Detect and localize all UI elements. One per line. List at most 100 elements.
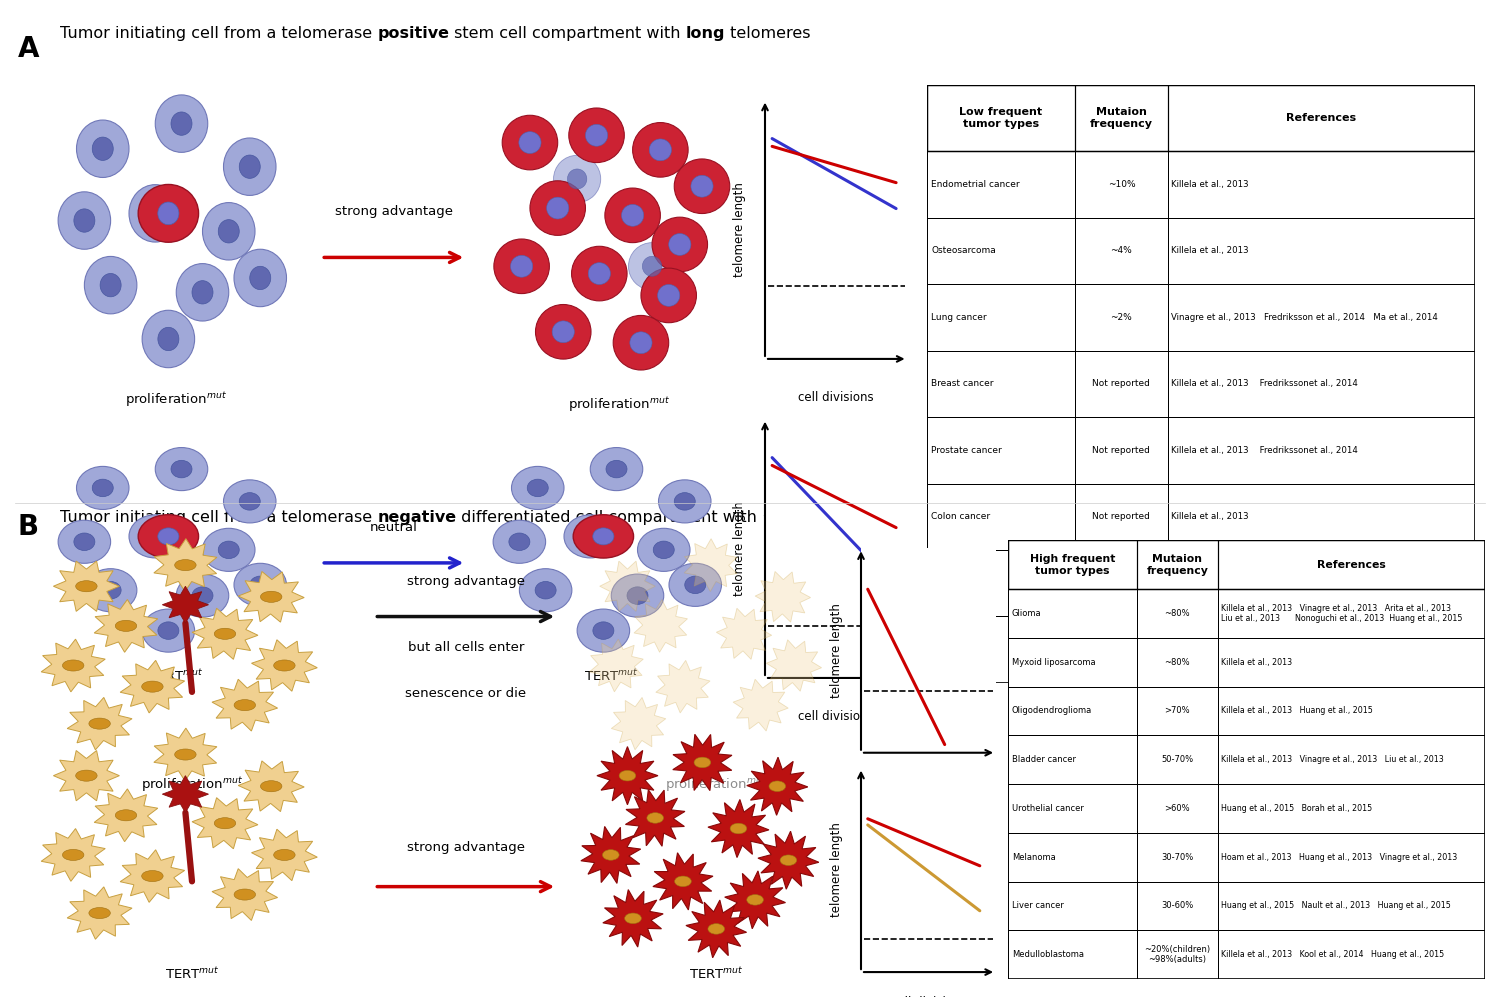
Text: ~80%: ~80%	[1164, 658, 1190, 667]
Ellipse shape	[642, 256, 662, 276]
Ellipse shape	[202, 528, 255, 571]
Bar	[1008, 736, 1137, 784]
Ellipse shape	[158, 527, 178, 545]
Text: Endometrial cancer: Endometrial cancer	[932, 179, 1020, 189]
Text: Killela et al., 2013: Killela et al., 2013	[1221, 658, 1292, 667]
Polygon shape	[40, 639, 105, 692]
Text: telomere length: telomere length	[734, 181, 746, 277]
Text: telomeres: telomeres	[810, 509, 895, 525]
Text: AML: AML	[932, 578, 951, 588]
Text: Mutaion
frequency: Mutaion frequency	[1146, 554, 1209, 575]
Bar	[1218, 687, 1485, 736]
Text: proliferation$^{mut}$: proliferation$^{mut}$	[567, 395, 670, 414]
Ellipse shape	[273, 849, 296, 860]
Ellipse shape	[585, 125, 608, 147]
Text: ~20%(children)
~98%(adults): ~20%(children) ~98%(adults)	[1144, 945, 1210, 964]
Bar	[1218, 881, 1485, 930]
Text: CLL: CLL	[932, 645, 948, 654]
Ellipse shape	[219, 541, 240, 558]
Ellipse shape	[579, 527, 600, 545]
Text: TERT$^{mut}$: TERT$^{mut}$	[688, 966, 744, 982]
Ellipse shape	[657, 284, 680, 306]
Bar	[1168, 417, 1474, 484]
Ellipse shape	[240, 493, 261, 510]
Polygon shape	[708, 800, 770, 857]
Text: Killela et al., 2013   Vinagre et al., 2013   Arita et al., 2013
Liu et al., 201: Killela et al., 2013 Vinagre et al., 201…	[1221, 604, 1462, 623]
Ellipse shape	[158, 202, 178, 224]
Bar	[1218, 832, 1485, 881]
Bar	[1008, 687, 1137, 736]
Polygon shape	[94, 599, 158, 652]
Ellipse shape	[606, 461, 627, 478]
Bar	[1218, 784, 1485, 832]
Ellipse shape	[177, 574, 228, 617]
Ellipse shape	[638, 528, 690, 571]
Polygon shape	[192, 608, 258, 659]
Ellipse shape	[224, 138, 276, 195]
Ellipse shape	[633, 123, 688, 177]
Ellipse shape	[76, 120, 129, 177]
Polygon shape	[612, 698, 666, 750]
Text: positive: positive	[378, 26, 450, 42]
Bar	[1137, 784, 1218, 832]
Ellipse shape	[174, 749, 196, 760]
Ellipse shape	[627, 587, 648, 604]
Bar	[1218, 930, 1485, 979]
Ellipse shape	[138, 184, 198, 242]
Text: References: References	[1317, 559, 1386, 569]
Ellipse shape	[572, 246, 627, 301]
Ellipse shape	[156, 448, 207, 491]
Bar	[927, 152, 1076, 217]
Ellipse shape	[171, 112, 192, 136]
Bar	[1008, 784, 1137, 832]
Bar	[1076, 85, 1168, 152]
Ellipse shape	[621, 204, 644, 226]
Bar	[1137, 930, 1218, 979]
Polygon shape	[54, 561, 120, 611]
Ellipse shape	[684, 576, 705, 593]
Polygon shape	[252, 830, 318, 880]
Text: TERT$^{mut}$: TERT$^{mut}$	[148, 669, 204, 684]
Bar	[1168, 85, 1474, 152]
Polygon shape	[684, 538, 736, 591]
Ellipse shape	[512, 467, 564, 509]
Ellipse shape	[74, 533, 94, 550]
Ellipse shape	[675, 493, 694, 510]
Text: Killela et al., 2013   Vinagre et al., 2013   Liu et al., 2013: Killela et al., 2013 Vinagre et al., 201…	[1221, 755, 1443, 765]
Polygon shape	[734, 679, 788, 731]
Text: Killela et al., 2013    Vinagre et al., 2013: Killela et al., 2013 Vinagre et al., 201…	[1172, 645, 1344, 654]
Ellipse shape	[240, 156, 261, 178]
Text: Glioma: Glioma	[1013, 609, 1041, 618]
Text: but all cells enter: but all cells enter	[408, 641, 524, 654]
Polygon shape	[724, 871, 786, 929]
Bar	[1008, 638, 1137, 687]
Bar	[1218, 589, 1485, 638]
Polygon shape	[68, 698, 132, 750]
Bar	[1076, 217, 1168, 284]
Bar	[1218, 540, 1485, 589]
Bar	[1218, 638, 1485, 687]
Ellipse shape	[84, 256, 136, 314]
Polygon shape	[94, 789, 158, 841]
Ellipse shape	[620, 771, 636, 781]
Ellipse shape	[573, 514, 633, 558]
Ellipse shape	[640, 268, 696, 323]
Bar	[1137, 540, 1218, 589]
Text: 50-70%: 50-70%	[1161, 755, 1194, 765]
Text: Killela et al., 2013: Killela et al., 2013	[1172, 179, 1250, 189]
Bar	[1137, 832, 1218, 881]
Ellipse shape	[650, 139, 672, 161]
Ellipse shape	[224, 480, 276, 522]
Text: References: References	[1286, 113, 1356, 123]
Bar	[1076, 616, 1168, 683]
Text: Not reported: Not reported	[1092, 645, 1150, 654]
Text: Breast cancer: Breast cancer	[932, 379, 994, 389]
Bar	[1076, 351, 1168, 417]
Ellipse shape	[88, 718, 111, 729]
Text: telomere length: telomere length	[734, 500, 746, 596]
Ellipse shape	[652, 217, 708, 272]
Ellipse shape	[219, 219, 240, 243]
Bar	[1168, 217, 1474, 284]
Ellipse shape	[675, 159, 729, 213]
Polygon shape	[766, 640, 822, 691]
